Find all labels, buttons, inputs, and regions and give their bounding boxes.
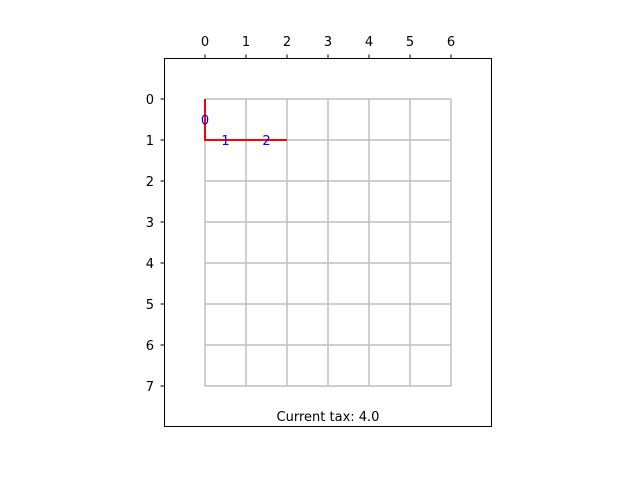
- row-tick-label: 1: [146, 134, 154, 149]
- row-tick-label: 5: [146, 298, 154, 313]
- column-tick-label: 0: [201, 35, 209, 50]
- column-tick-label: 6: [447, 35, 455, 50]
- column-tick-label: 1: [242, 35, 250, 50]
- column-tick-label: 5: [406, 35, 414, 50]
- step-labels: 01 2: [201, 114, 271, 150]
- route-path: [204, 99, 287, 141]
- row-axis: 0 1 2 3 4 5 6 7: [146, 93, 165, 395]
- column-tick-label: 3: [324, 35, 332, 50]
- row-tick-label: 2: [146, 175, 154, 190]
- column-axis: 0 1 2 3 4 5 6: [201, 35, 455, 59]
- row-tick-label: 3: [146, 216, 154, 231]
- current-tax-label: Current tax: 4.0: [277, 410, 380, 425]
- step-number-label: 1: [221, 134, 229, 149]
- route-line: [204, 99, 287, 141]
- step-number-label: 2: [262, 134, 270, 149]
- step-number-label: 0: [201, 114, 209, 129]
- row-tick-label: 4: [146, 257, 154, 272]
- row-tick-label: 0: [146, 93, 154, 108]
- row-tick-label: 7: [146, 380, 154, 395]
- row-tick-label: 6: [146, 339, 154, 354]
- column-tick-label: 2: [283, 35, 291, 50]
- column-tick-label: 4: [365, 35, 373, 50]
